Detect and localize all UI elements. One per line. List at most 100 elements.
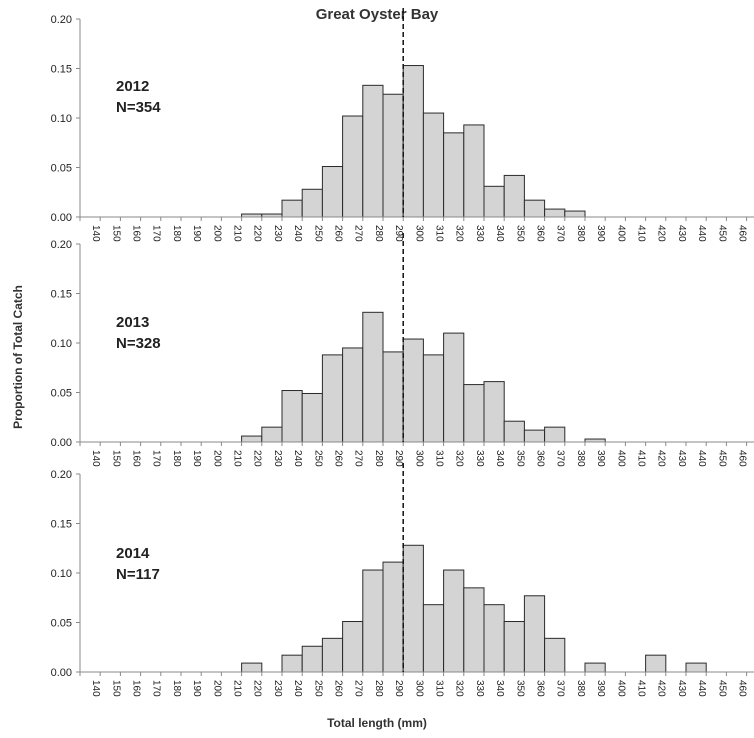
x-tick-label: 280 [373,680,384,697]
y-tick-label: 0.15 [51,289,72,301]
histogram-bar [382,351,404,443]
x-tick-label: 180 [171,450,182,467]
histogram-bar [402,338,424,443]
histogram-bar [362,84,384,218]
histogram-bar [685,662,707,673]
x-tick-label: 250 [312,680,323,697]
x-tick-label: 400 [615,225,626,242]
x-tick-label: 240 [292,225,303,242]
x-tick-label: 360 [535,225,546,242]
panel-label-2012: 2012 N=354 [116,76,161,118]
year-label: 2013 [116,314,150,331]
x-tick-label: 140 [90,450,101,467]
x-tick-label: 390 [595,450,606,467]
x-tick-label: 260 [333,680,344,697]
x-tick-label: 350 [514,225,525,242]
y-tick-label: 0.20 [51,14,72,26]
y-tick-label: 0.20 [51,239,72,251]
histogram-bar [382,93,404,218]
y-tick-label: 0.10 [51,568,72,580]
histogram-bar [483,604,505,673]
x-tick-label: 180 [171,680,182,697]
histogram-bar [321,637,344,673]
x-tick-label: 170 [151,450,162,467]
histogram-bar [523,429,546,443]
x-tick-label: 410 [636,680,647,697]
x-tick-label: 270 [353,680,364,697]
histogram-bar [443,569,465,673]
x-tick-label: 330 [474,680,485,697]
x-tick-label: 260 [333,225,344,242]
histogram-bar [362,311,384,443]
histogram-bar [443,132,465,218]
x-tick-label: 340 [494,450,505,467]
x-tick-label: 360 [535,680,546,697]
x-tick-label: 250 [312,450,323,467]
x-tick-label: 440 [696,450,707,467]
x-tick-label: 370 [555,225,566,242]
x-tick-label: 310 [434,450,445,467]
y-tick-label: 0.20 [51,469,72,481]
x-tick-label: 340 [494,225,505,242]
panel-label-2013: 2013 N=328 [116,312,161,354]
histogram-bar [503,174,525,218]
histogram-bar [301,392,323,443]
x-tick-label: 180 [171,225,182,242]
year-label: 2014 [116,545,150,562]
y-tick-label: 0.05 [51,388,72,400]
x-tick-label: 140 [90,225,101,242]
x-tick-label: 320 [454,225,465,242]
histogram-bar [301,188,323,218]
x-tick-label: 240 [292,450,303,467]
x-tick-label: 410 [636,450,647,467]
histogram-bar [483,185,505,218]
sample-size-label: N=354 [116,99,161,116]
histogram-bar [342,115,364,218]
x-tick-label: 200 [211,225,222,242]
y-tick-label: 0.10 [51,338,72,350]
x-tick-label: 160 [131,450,142,467]
x-tick-label: 460 [737,225,748,242]
x-tick-label: 150 [110,450,121,467]
histogram-bar [503,420,525,443]
x-tick-label: 230 [272,225,283,242]
histogram-bar [584,662,606,673]
x-tick-label: 310 [434,680,445,697]
x-tick-label: 450 [716,680,727,697]
y-tick-label: 0.15 [51,519,72,531]
histogram-bar [422,354,445,443]
x-tick-label: 320 [454,450,465,467]
histogram-bar [342,621,364,673]
histogram-bar [463,124,485,218]
histogram-bar [402,65,424,218]
histogram-bar [241,435,263,443]
x-tick-label: 170 [151,680,162,697]
histogram-bar [321,166,344,218]
histogram-bar [503,621,525,673]
y-tick-label: 0.00 [51,212,72,224]
x-tick-label: 400 [615,450,626,467]
x-tick-label: 350 [514,680,525,697]
x-tick-label: 290 [393,450,404,467]
x-tick-label: 300 [413,225,424,242]
x-tick-label: 460 [737,680,748,697]
histogram-bar [342,347,364,443]
histogram-bar [402,544,424,673]
x-tick-label: 400 [615,680,626,697]
x-tick-label: 220 [252,450,263,467]
x-tick-label: 220 [252,680,263,697]
x-tick-label: 210 [232,450,243,467]
x-tick-label: 420 [656,450,667,467]
x-tick-label: 450 [716,225,727,242]
histogram-bar [645,654,667,673]
x-tick-label: 230 [272,680,283,697]
x-tick-label: 140 [90,680,101,697]
x-tick-label: 370 [555,450,566,467]
x-tick-label: 240 [292,680,303,697]
y-tick-label: 0.15 [51,64,72,76]
x-tick-label: 190 [191,680,202,697]
x-tick-label: 230 [272,450,283,467]
histogram-bar [443,332,465,443]
histogram-bar [523,595,546,673]
y-tick-label: 0.10 [51,113,72,125]
